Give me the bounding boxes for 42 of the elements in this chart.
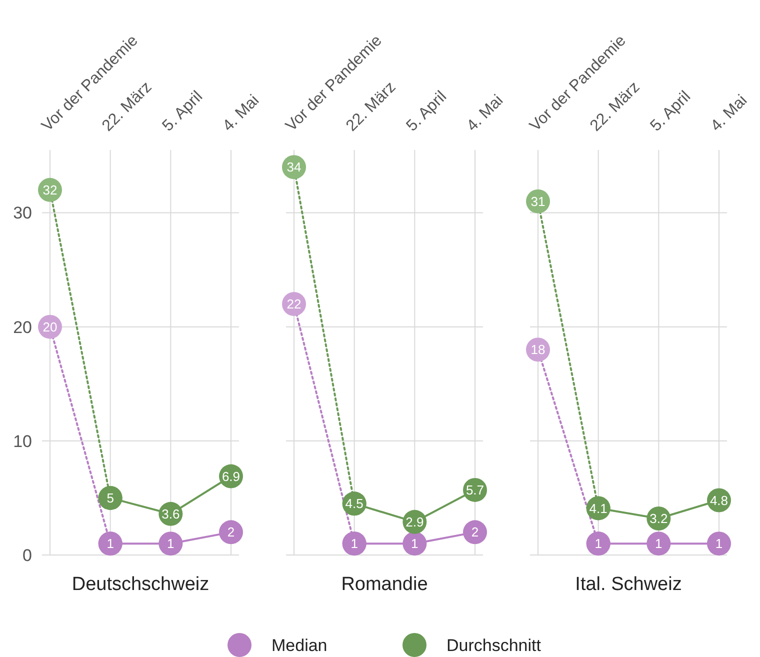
- data-label: 1: [167, 536, 174, 552]
- point: [707, 532, 731, 556]
- data-label: 5: [106, 490, 114, 506]
- data-label: 18: [530, 342, 546, 358]
- text: Deutschschweiz: [72, 574, 210, 595]
- legend-label: Median: [272, 636, 328, 655]
- point: [158, 532, 183, 556]
- data-label: 31: [530, 194, 546, 209]
- data-label: 2: [471, 524, 479, 540]
- data-label: 6.9: [222, 468, 240, 484]
- data-label: 34: [286, 160, 302, 175]
- y-tick-label: 0: [22, 546, 32, 565]
- y-tick-label: 30: [13, 204, 32, 223]
- text: Romandie: [341, 574, 428, 595]
- data-label: 22: [286, 296, 302, 312]
- point: [463, 520, 487, 544]
- data-label: 4.5: [345, 496, 364, 512]
- data-label: 4.1: [589, 500, 608, 516]
- y-tick-label: 10: [13, 432, 32, 451]
- text: Ital. Schweiz: [575, 574, 682, 595]
- x-tick-label: 4. Mai: [220, 92, 263, 135]
- data-label: 1: [715, 536, 723, 552]
- data-label: 1: [655, 536, 662, 552]
- data-label: 1: [350, 536, 358, 552]
- x-tick-label: 4. Mai: [464, 92, 507, 135]
- data-label: 1: [106, 536, 114, 552]
- point: [646, 532, 671, 556]
- data-label: 2: [227, 524, 235, 540]
- data-label: 3.2: [650, 511, 668, 526]
- data-label: 2.9: [406, 514, 424, 530]
- point: [402, 532, 427, 556]
- point: [219, 520, 243, 544]
- data-label: 32: [42, 182, 58, 198]
- data-label: 20: [42, 319, 58, 334]
- data-label: 4.8: [710, 492, 728, 508]
- data-label: 3.6: [162, 506, 180, 522]
- data-label: 5.7: [466, 482, 484, 498]
- legend-label: Durchschnitt: [446, 636, 542, 655]
- x-tick-label: 4. Mai: [708, 92, 751, 135]
- data-label: 1: [594, 536, 602, 552]
- y-tick-label: 20: [13, 318, 32, 337]
- data-label: 1: [411, 536, 418, 552]
